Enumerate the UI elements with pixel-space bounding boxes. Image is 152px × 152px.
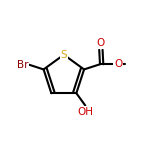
Text: O: O xyxy=(97,38,105,48)
Text: Br: Br xyxy=(17,60,28,70)
Text: O: O xyxy=(114,59,122,69)
Text: S: S xyxy=(60,50,67,60)
Text: OH: OH xyxy=(77,107,93,117)
